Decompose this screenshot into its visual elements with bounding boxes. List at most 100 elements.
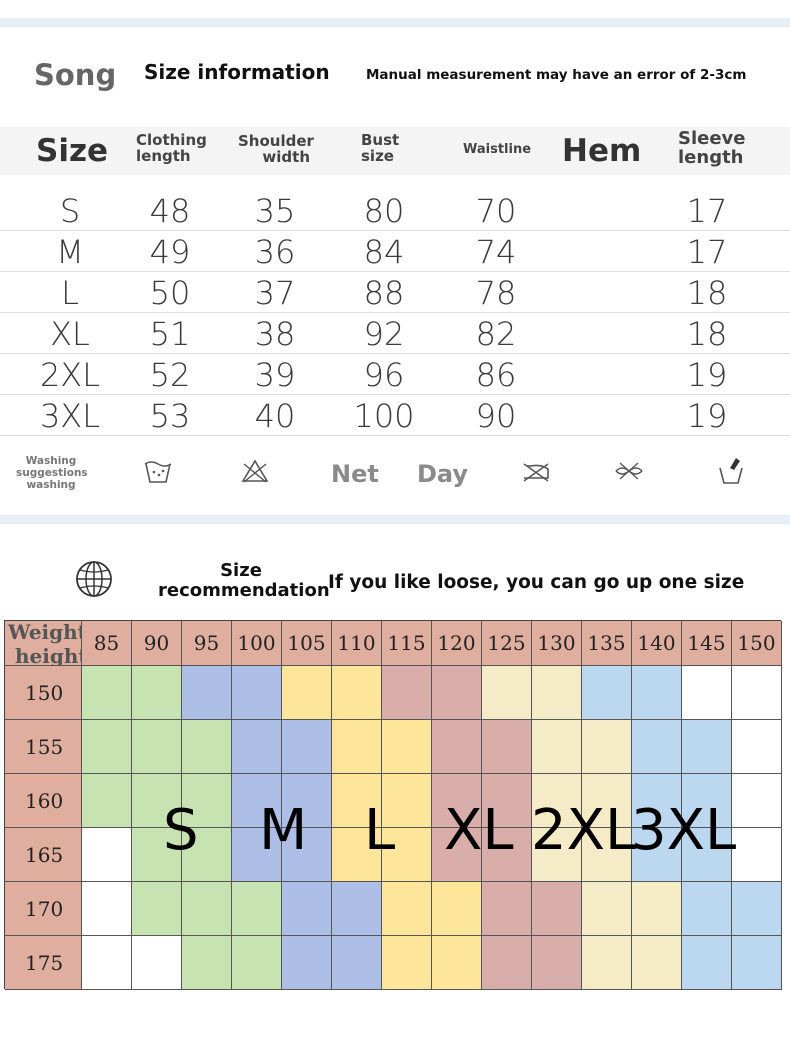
grid-cell-3xl xyxy=(732,882,782,936)
cell-hem xyxy=(560,355,640,395)
grid-cell-s xyxy=(132,666,182,720)
cell-shoulder-width: 40 xyxy=(254,397,296,435)
cell-shoulder-width: 38 xyxy=(254,315,296,353)
cell-shoulder-width: 37 xyxy=(254,274,296,312)
table-row: 3XL 53 40 100 90 19 xyxy=(0,396,790,436)
cell-hem xyxy=(560,232,640,272)
size-zone-label: S xyxy=(163,798,199,863)
grid-cell-s xyxy=(82,774,132,828)
grid-cell-l xyxy=(382,936,432,990)
grid-cell-3xl xyxy=(632,666,682,720)
grid-cell-m xyxy=(232,720,282,774)
dry-clean-icon xyxy=(719,458,743,484)
grid-cell-l xyxy=(382,828,432,882)
grid-cell-s xyxy=(182,882,232,936)
grid-cell-xl xyxy=(432,720,482,774)
grid-cell-m xyxy=(282,774,332,828)
table-row: XL 51 38 92 82 18 xyxy=(0,314,790,354)
grid-cell-empty xyxy=(82,882,132,936)
cell-bust: 84 xyxy=(363,233,405,271)
table-row: 2XL 52 39 96 86 19 xyxy=(0,355,790,395)
weight-header: 115 xyxy=(382,621,432,666)
corner-weight-label: Weight xyxy=(8,620,87,644)
grid-cell-s xyxy=(232,936,282,990)
grid-cell-2xl xyxy=(582,828,632,882)
cell-size: L xyxy=(61,274,79,312)
grid-cell-2xl xyxy=(532,774,582,828)
grid-cell-2xl xyxy=(582,882,632,936)
grid-cell-m xyxy=(282,882,332,936)
weight-header: 110 xyxy=(332,621,382,666)
grid-cell-xl xyxy=(432,828,482,882)
height-header: 150 xyxy=(5,666,82,720)
table-row: M 49 36 84 74 17 xyxy=(0,232,790,272)
grid-cell-xl xyxy=(532,936,582,990)
grid-cell-empty xyxy=(732,666,782,720)
grid-cell-l xyxy=(332,720,382,774)
grid-cell-3xl xyxy=(682,936,732,990)
grid-cell-m xyxy=(282,936,332,990)
cell-waistline: 74 xyxy=(475,233,517,271)
cell-bust: 80 xyxy=(363,192,405,230)
grid-cell-s xyxy=(82,720,132,774)
grid-cell-s xyxy=(232,882,282,936)
weight-header: 135 xyxy=(582,621,632,666)
cell-waistline: 90 xyxy=(475,397,517,435)
height-header: 155 xyxy=(5,720,82,774)
grid-cell-m xyxy=(232,774,282,828)
grid-cell-3xl xyxy=(682,774,732,828)
size-info-title: Size information xyxy=(144,60,330,84)
grid-cell-l xyxy=(382,774,432,828)
grid-cell-xl xyxy=(482,720,532,774)
grid-cell-3xl xyxy=(682,720,732,774)
cell-waistline: 82 xyxy=(475,315,517,353)
no-bleach-icon xyxy=(241,459,269,483)
grid-corner: Weight height xyxy=(5,621,88,666)
grid-cell-xl xyxy=(532,882,582,936)
size-table-header: Size Clothing length Shoulder width Bust… xyxy=(0,127,790,175)
grid-cell-xl xyxy=(382,666,432,720)
measurement-note: Manual measurement may have an error of … xyxy=(366,67,747,83)
cell-hem xyxy=(560,314,640,354)
cell-sleeve-length: 17 xyxy=(686,233,728,271)
grid-cell-empty xyxy=(82,828,132,882)
cell-clothing-length: 53 xyxy=(149,397,191,435)
grid-cell-s xyxy=(132,720,182,774)
cell-clothing-length: 52 xyxy=(149,356,191,394)
cell-clothing-length: 48 xyxy=(149,192,191,230)
cell-size: M xyxy=(56,233,84,271)
grid-cell-l xyxy=(432,882,482,936)
grid-cell-m xyxy=(282,720,332,774)
table-row: L 50 37 88 78 18 xyxy=(0,273,790,313)
top-band xyxy=(0,18,790,27)
grid-cell-empty xyxy=(732,720,782,774)
grid-cell-l xyxy=(382,882,432,936)
header-waistline: Waistline xyxy=(463,142,532,157)
weight-header: 125 xyxy=(482,621,532,666)
cell-sleeve-length: 18 xyxy=(686,315,728,353)
height-header: 175 xyxy=(5,936,82,990)
cell-size: S xyxy=(59,192,81,230)
grid-cell-2xl xyxy=(632,936,682,990)
washing-word-day: Day xyxy=(417,460,469,488)
grid-cell-s xyxy=(182,828,232,882)
size-recommendation-grid: Weight height 85 90 95 100 105 110 115 120 125 130 1… xyxy=(4,620,782,990)
grid-cell-s xyxy=(132,882,182,936)
grid-cell-s xyxy=(132,774,182,828)
cell-bust: 92 xyxy=(363,315,405,353)
grid-cell-xl xyxy=(482,882,532,936)
cell-hem xyxy=(560,273,640,313)
cell-clothing-length: 49 xyxy=(149,233,191,271)
grid-cell-2xl xyxy=(582,720,632,774)
grid-cell-xl xyxy=(432,774,482,828)
cell-bust: 100 xyxy=(353,397,415,435)
grid-cell-xl xyxy=(482,936,532,990)
height-header: 160 xyxy=(5,774,82,828)
cell-waistline: 78 xyxy=(475,274,517,312)
grid-cell-l xyxy=(432,936,482,990)
weight-header: 100 xyxy=(232,621,282,666)
grid-cell-empty xyxy=(682,666,732,720)
grid-cell-m xyxy=(282,828,332,882)
hand-wash-icon xyxy=(144,461,172,483)
brand-name: Song xyxy=(34,58,117,92)
